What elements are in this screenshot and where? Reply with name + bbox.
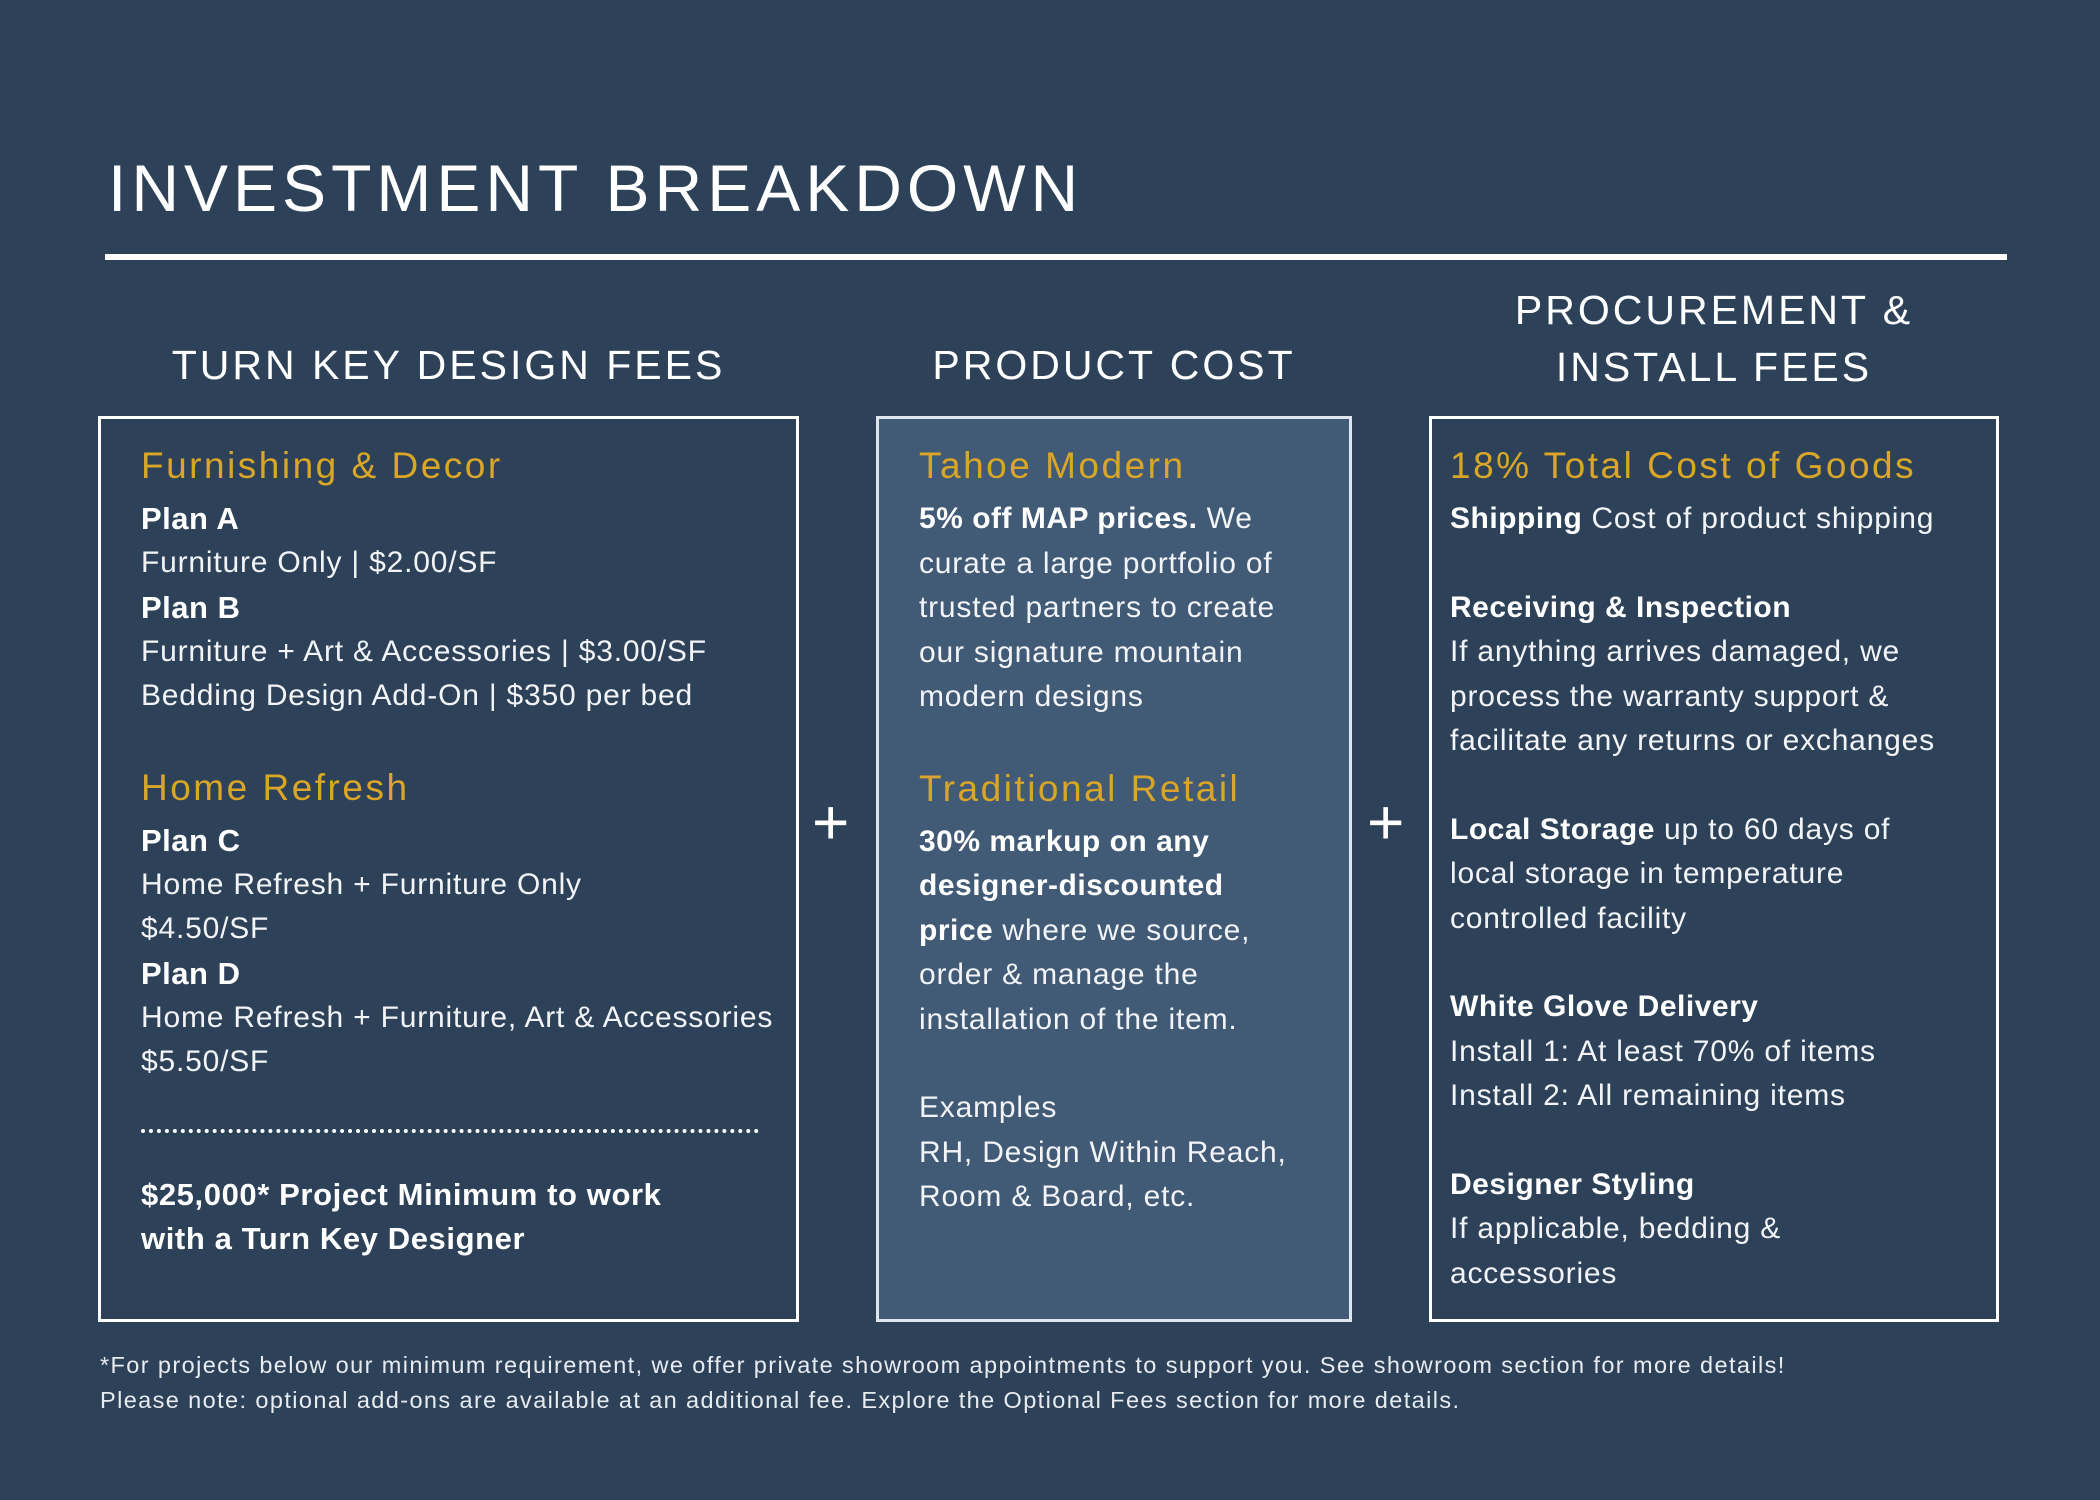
receiving-line3: facilitate any returns or exchanges (1450, 724, 1935, 757)
plan-c-name: Plan C (141, 822, 241, 858)
delivery-line2: Install 2: All remaining items (1450, 1079, 1846, 1112)
tahoe-modern-line5: modern designs (919, 680, 1144, 713)
product-cost-panel: Tahoe Modern 5% off MAP prices. We curat… (876, 416, 1352, 1322)
retail-bold-1: 30% markup on any (919, 824, 1210, 858)
tahoe-modern-title: Tahoe Modern (919, 445, 1186, 486)
delivery-line1: Install 1: At least 70% of items (1450, 1034, 1876, 1068)
footnote-line2: Please note: optional add-ons are availa… (100, 1387, 1461, 1413)
plus-operator-1: + (812, 786, 850, 858)
procurement-heading: PROCUREMENT & INSTALL FEES (1429, 282, 1999, 396)
title-divider (105, 254, 2007, 260)
plan-b-addon: Bedding Design Add-On | $350 per bed (141, 679, 693, 712)
tahoe-modern-line2: curate a large portfolio of (919, 546, 1273, 580)
shipping-text: Cost of product shipping (1582, 502, 1935, 535)
plan-b-detail: Furniture + Art & Accessories | $3.00/SF (141, 634, 707, 668)
tahoe-modern-bold: 5% off MAP prices. (919, 502, 1198, 535)
plan-d-name: Plan D (141, 955, 241, 991)
tahoe-modern-line3: trusted partners to create (919, 591, 1275, 624)
traditional-retail-title: Traditional Retail (919, 767, 1241, 809)
retail-line4: order & manage the (919, 958, 1199, 991)
total-cost-of-goods-title: 18% Total Cost of Goods (1450, 445, 1917, 486)
retail-text-start: where we source, (993, 913, 1251, 947)
procurement-panel: 18% Total Cost of Goods Shipping Cost of… (1429, 416, 1999, 1322)
footnote-line1: *For projects below our minimum requirem… (100, 1352, 1786, 1378)
examples-line2: Room & Board, etc. (919, 1180, 1196, 1213)
tahoe-modern-text-start: We (1197, 502, 1253, 535)
examples-line1: RH, Design Within Reach, (919, 1135, 1287, 1169)
receiving-line2: process the warranty support & (1450, 679, 1890, 713)
plus-operator-2: + (1367, 786, 1405, 858)
retail-line1: 30% markup on any (919, 820, 1335, 865)
page-title: INVESTMENT BREAKDOWN (108, 151, 1084, 225)
furnishing-decor-title: Furnishing & Decor (141, 445, 503, 486)
styling-label: Designer Styling (1450, 1167, 1695, 1201)
footnote: *For projects below our minimum requirem… (100, 1348, 1786, 1418)
storage-text-start: up to 60 days of (1654, 812, 1891, 846)
project-minimum-line1: $25,000* Project Minimum to work (141, 1176, 662, 1212)
retail-line2: designer-discounted (919, 864, 1335, 909)
plan-d-detail: Home Refresh + Furniture, Art & Accessor… (141, 1000, 774, 1034)
home-refresh-title: Home Refresh (141, 766, 410, 808)
project-minimum-line2: with a Turn Key Designer (141, 1221, 526, 1256)
storage-line2: local storage in temperature (1450, 857, 1845, 890)
tahoe-modern-line1: 5% off MAP prices. We (919, 497, 1335, 542)
delivery-label: White Glove Delivery (1450, 990, 1759, 1023)
retail-bold-2: designer-discounted (919, 869, 1224, 902)
dotted-divider (141, 1128, 759, 1133)
product-cost-heading: PRODUCT COST (932, 342, 1296, 388)
tahoe-modern-line4: our signature mountain (919, 635, 1244, 669)
storage-line3: controlled facility (1450, 901, 1687, 935)
receiving-line1: If anything arrives damaged, we (1450, 635, 1901, 668)
plan-a-name: Plan A (141, 501, 240, 536)
styling-heading: Designer Styling (1450, 1163, 1986, 1208)
procurement-heading-line2: INSTALL FEES (1555, 344, 1873, 390)
plan-a-detail: Furniture Only | $2.00/SF (141, 546, 498, 579)
retail-line5: installation of the item. (919, 1002, 1238, 1036)
shipping-label: Shipping (1450, 502, 1583, 535)
styling-line1: If applicable, bedding & (1450, 1212, 1782, 1245)
examples-label: Examples (919, 1091, 1058, 1124)
styling-line2: accessories (1450, 1256, 1618, 1290)
plan-c-detail: Home Refresh + Furniture Only (141, 867, 582, 901)
design-fees-heading: TURN KEY DESIGN FEES (171, 342, 726, 388)
plan-d-price: $5.50/SF (141, 1045, 270, 1078)
retail-line3: price where we source, (919, 909, 1335, 954)
storage-label: Local Storage (1450, 812, 1655, 846)
design-fees-panel: Furnishing & Decor Plan A Furniture Only… (98, 416, 799, 1322)
receiving-label: Receiving & Inspection (1450, 590, 1792, 624)
receiving-heading: Receiving & Inspection (1450, 586, 1986, 631)
retail-bold-3: price (919, 913, 994, 947)
plan-b-name: Plan B (141, 589, 241, 625)
storage-line1: Local Storage up to 60 days of (1450, 808, 1986, 853)
plan-c-price: $4.50/SF (141, 912, 270, 945)
shipping-line: Shipping Cost of product shipping (1450, 497, 1986, 542)
delivery-heading: White Glove Delivery (1450, 985, 1986, 1030)
procurement-heading-line1: PROCUREMENT & (1514, 287, 1914, 333)
